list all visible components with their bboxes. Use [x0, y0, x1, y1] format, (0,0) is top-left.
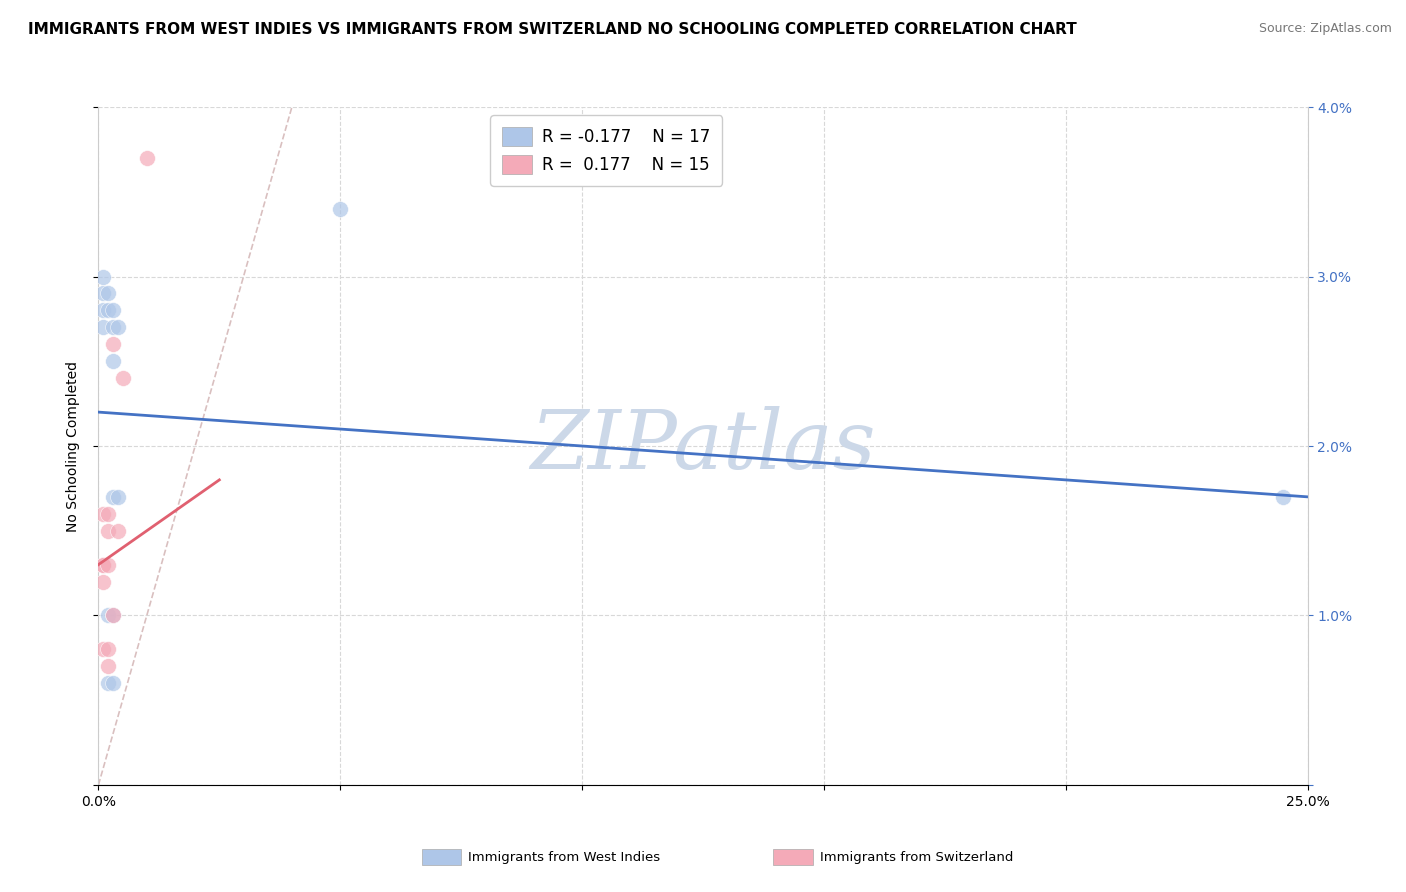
Point [101, 337, 124, 351]
Point [97, 608, 120, 623]
Point [101, 490, 124, 504]
Point [91, 303, 114, 318]
Point [329, 202, 352, 216]
Y-axis label: No Schooling Completed: No Schooling Completed [66, 360, 80, 532]
Legend: R = -0.177    N = 17, R =  0.177    N = 15: R = -0.177 N = 17, R = 0.177 N = 15 [491, 115, 723, 186]
Point [91, 574, 114, 589]
Point [101, 320, 124, 334]
Point [91, 507, 114, 521]
Point [107, 490, 129, 504]
Point [97, 642, 120, 657]
Point [97, 286, 120, 301]
Point [1272, 490, 1295, 504]
Point [91, 642, 114, 657]
Text: Source: ZipAtlas.com: Source: ZipAtlas.com [1258, 22, 1392, 36]
Point [97, 524, 120, 538]
Text: IMMIGRANTS FROM WEST INDIES VS IMMIGRANTS FROM SWITZERLAND NO SCHOOLING COMPLETE: IMMIGRANTS FROM WEST INDIES VS IMMIGRANT… [28, 22, 1077, 37]
Point [135, 151, 157, 165]
Point [101, 676, 124, 690]
Point [101, 608, 124, 623]
Point [97, 558, 120, 572]
Point [91, 558, 114, 572]
Point [101, 303, 124, 318]
Point [91, 558, 114, 572]
Point [91, 320, 114, 334]
Point [111, 371, 134, 385]
Point [91, 269, 114, 284]
Point [97, 676, 120, 690]
Point [101, 354, 124, 368]
Text: Immigrants from Switzerland: Immigrants from Switzerland [820, 851, 1014, 863]
Point [97, 659, 120, 673]
Point [97, 507, 120, 521]
Point [97, 303, 120, 318]
Point [107, 320, 129, 334]
Point [91, 286, 114, 301]
Text: Immigrants from West Indies: Immigrants from West Indies [468, 851, 661, 863]
Point [101, 608, 124, 623]
Point [107, 524, 129, 538]
Text: ZIPatlas: ZIPatlas [530, 406, 876, 486]
